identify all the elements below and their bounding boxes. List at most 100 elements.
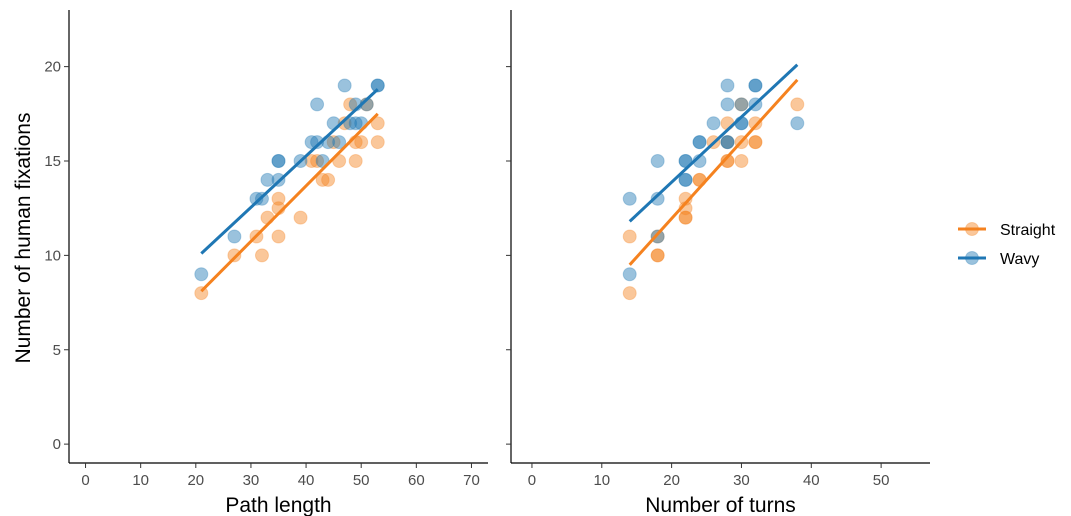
- data-point: [678, 172, 693, 187]
- data-point: [748, 135, 763, 150]
- data-point: [706, 116, 721, 131]
- data-point: [622, 267, 637, 282]
- data-point: [337, 116, 352, 131]
- x-tick-label: 10: [593, 472, 610, 489]
- data-point: [748, 78, 763, 93]
- x-tick-label: 30: [733, 472, 750, 489]
- series-wavy: [194, 78, 385, 282]
- data-point: [310, 97, 325, 112]
- legend-label: Wavy: [1000, 251, 1039, 268]
- data-point: [310, 154, 325, 168]
- panel-2: 0 10 20 30 40 50 Number of turns: [506, 10, 930, 516]
- y-tick-label: 20: [44, 59, 61, 76]
- data-point: [734, 154, 749, 168]
- data-point: [271, 154, 286, 168]
- x-tick-label: 20: [663, 472, 680, 489]
- legend-item-wavy: Wavy: [958, 251, 1039, 268]
- data-point: [748, 116, 763, 131]
- data-point: [734, 97, 749, 112]
- data-point: [260, 172, 275, 187]
- data-point: [650, 248, 665, 263]
- x-tick-label: 60: [408, 472, 425, 489]
- x-tick-label: 50: [873, 472, 890, 489]
- data-point: [678, 172, 693, 187]
- data-point: [254, 248, 269, 263]
- data-point: [354, 135, 369, 150]
- data-point: [622, 229, 637, 244]
- y-tick-label: 0: [53, 436, 61, 453]
- data-point: [271, 191, 286, 206]
- chart-panels: 0 5 10 15 20 0 10 20 30 40 50 60 70 Path length 0 10 20 3…: [44, 10, 930, 516]
- data-point: [692, 135, 707, 150]
- data-point: [622, 286, 637, 301]
- data-point: [370, 116, 385, 131]
- data-point: [734, 97, 749, 112]
- data-point: [370, 78, 385, 93]
- data-point: [720, 154, 735, 168]
- data-point: [650, 248, 665, 263]
- data-point: [720, 154, 735, 168]
- panel-1: 0 5 10 15 20 0 10 20 30 40 50 60 70 Path length: [44, 10, 488, 516]
- y-axis-title: Number of human fixations: [12, 113, 35, 364]
- data-point: [650, 191, 665, 206]
- fit-line-wavy: [200, 88, 379, 255]
- x-axis-title: Path length: [225, 494, 331, 516]
- data-point: [343, 97, 358, 112]
- fit-line-straight: [200, 112, 379, 293]
- x-axis-title: Number of turns: [645, 494, 796, 516]
- data-point: [650, 154, 665, 168]
- legend-marker: [965, 251, 979, 265]
- data-point: [790, 116, 805, 131]
- x-tick-label: 0: [81, 472, 89, 489]
- data-point: [348, 116, 363, 131]
- legend: Straight Wavy: [958, 222, 1056, 268]
- data-point: [337, 78, 352, 93]
- data-point: [790, 97, 805, 112]
- series-wavy: [622, 78, 805, 282]
- data-point: [370, 78, 385, 93]
- data-point: [748, 135, 763, 150]
- data-point: [332, 135, 347, 150]
- x-tick-label: 0: [528, 472, 536, 489]
- data-point: [271, 229, 286, 244]
- data-point: [678, 210, 693, 225]
- data-point: [227, 248, 242, 263]
- fit-line-wavy: [628, 63, 799, 223]
- data-point: [227, 229, 242, 244]
- data-point: [720, 78, 735, 93]
- x-tick-label: 20: [187, 472, 204, 489]
- x-tick-label: 40: [298, 472, 315, 489]
- data-point: [748, 78, 763, 93]
- data-point: [348, 154, 363, 168]
- x-tick-label: 30: [243, 472, 260, 489]
- data-point: [304, 154, 319, 168]
- x-tick-label: 10: [132, 472, 149, 489]
- fit-line-straight: [628, 78, 799, 266]
- data-point: [622, 191, 637, 206]
- data-point: [370, 135, 385, 150]
- data-point: [720, 97, 735, 112]
- data-point: [194, 267, 209, 282]
- y-tick-label: 10: [44, 247, 61, 264]
- legend-item-straight: Straight: [958, 222, 1056, 239]
- y-tick-label: 15: [44, 153, 61, 170]
- data-point: [310, 135, 325, 150]
- data-point: [293, 210, 308, 225]
- legend-marker: [965, 222, 979, 236]
- data-point: [720, 135, 735, 150]
- y-tick-label: 5: [53, 342, 61, 359]
- data-point: [720, 135, 735, 150]
- data-point: [720, 135, 735, 150]
- data-point: [326, 135, 341, 150]
- data-point: [692, 135, 707, 150]
- x-tick-label: 40: [803, 472, 820, 489]
- data-point: [304, 135, 319, 150]
- data-point: [315, 172, 330, 187]
- x-tick-label: 70: [463, 472, 480, 489]
- data-point: [321, 172, 336, 187]
- legend-label: Straight: [1000, 222, 1056, 239]
- x-tick-label: 50: [353, 472, 370, 489]
- data-point: [678, 210, 693, 225]
- data-point: [271, 154, 286, 168]
